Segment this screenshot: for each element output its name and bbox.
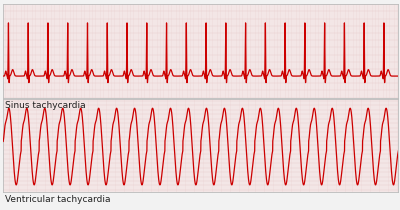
Text: Sinus tachycardia: Sinus tachycardia xyxy=(5,101,86,110)
Text: Ventricular tachycardia: Ventricular tachycardia xyxy=(5,195,110,204)
